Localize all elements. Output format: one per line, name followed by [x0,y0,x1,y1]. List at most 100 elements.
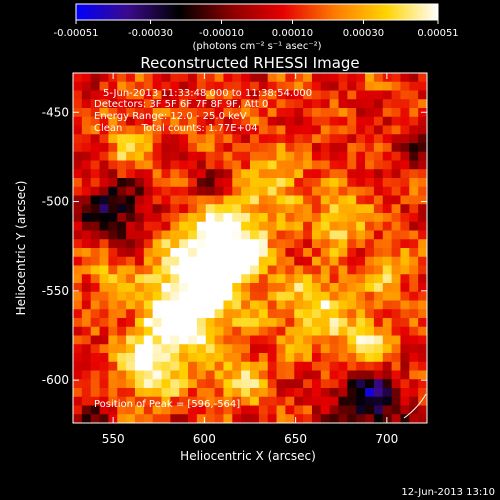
heatmap-cell [258,230,269,240]
heatmap-cell [108,134,118,144]
heatmap-cell [81,388,92,398]
heatmap-cell [382,318,393,328]
heatmap-cell [214,204,225,214]
heatmap-cell [108,274,118,284]
heatmap-cell [267,221,278,232]
heatmap-cell [294,221,304,232]
heatmap-cell [170,283,180,293]
heatmap-cell [170,370,180,380]
heatmap-cell [347,291,357,302]
heatmap-cell [126,344,136,354]
heatmap-cell [179,186,189,197]
heatmap-cell [196,414,207,423]
heatmap-cell [373,353,384,363]
heatmap-cell [99,204,109,214]
heatmap-cell [276,396,286,407]
heatmap-cell [170,169,180,179]
heatmap-cell [391,248,402,258]
heatmap-cell [81,361,92,372]
heatmap-cell [179,379,189,389]
heatmap-cell [143,90,154,100]
heatmap-cell [382,73,393,83]
heatmap-cell [143,274,154,284]
heatmap-cell [356,116,366,127]
heatmap-cell [400,405,410,415]
heatmap-cell [179,116,189,127]
heatmap-cell [205,283,216,293]
heatmap-cell [267,335,278,345]
heatmap-cell [99,108,109,118]
heatmap-cell [232,239,242,249]
heatmap-cell [365,248,375,258]
heatmap-cell [241,143,251,153]
heatmap-cell [161,221,171,232]
heatmap-cell [134,125,145,135]
heatmap-cell [134,204,145,214]
heatmap-cell [347,370,357,380]
heatmap-cell [391,134,402,144]
heatmap-cell [365,361,375,372]
heatmap-cell [391,274,402,284]
heatmap-cell [373,204,384,214]
heatmap-cell [117,160,127,170]
heatmap-cell [373,318,384,328]
heatmap-cell [418,73,427,83]
heatmap-cell [99,405,109,415]
heatmap-cell [143,370,154,380]
heatmap-cell [232,326,242,337]
heatmap-cell [232,169,242,179]
heatmap-cell [143,388,154,398]
annotation-detectors: Detectors: 3F 5F 6F 7F 8F 9F, Att 0 [94,99,268,110]
heatmap-cell [90,344,101,354]
heatmap-cell [126,291,136,302]
heatmap-cell [232,274,242,284]
heatmap-cell [90,90,101,100]
heatmap-cell [179,195,189,205]
heatmap-cell [108,291,118,302]
heatmap-cell [373,335,384,345]
heatmap-cell [250,309,260,319]
heatmap-cell [338,169,348,179]
heatmap-cell [134,309,145,319]
heatmap-cell [73,318,83,328]
heatmap-cell [214,300,225,310]
heatmap-cell [108,361,118,372]
heatmap-cell [143,379,154,389]
heatmap-cell [276,344,286,354]
heatmap-cell [152,125,163,135]
heatmap-cell [285,116,295,127]
heatmap-cell [303,108,313,118]
heatmap-cell [285,239,295,249]
heatmap-cell [196,239,207,249]
heatmap-cell [329,186,340,197]
heatmap-cell [267,379,278,389]
heatmap-cell [117,143,127,153]
heatmap-cell [73,186,83,197]
colorbar-ticks: -0.00051 -0.00030 -0.00010 0.00010 0.00030 0.… [54,20,459,39]
heatmap-cell [267,160,278,170]
chart-title: Reconstructed RHESSI Image [140,54,359,72]
heatmap-cell [241,73,251,83]
heatmap-cell [303,361,313,372]
heatmap-cell [179,134,189,144]
heatmap-cell [311,160,322,170]
heatmap-cell [99,125,109,135]
heatmap-cell [223,388,233,398]
heatmap-cell [258,265,269,275]
heatmap-cell [117,283,127,293]
heatmap-cell [152,169,163,179]
heatmap-cell [241,248,251,258]
heatmap-cell [126,221,136,232]
x-tick-label: 700 [375,432,398,446]
heatmap-cell [294,143,304,153]
heatmap-cell [205,73,216,83]
heatmap-cell [205,143,216,153]
heatmap-cell [409,230,419,240]
heatmap-cell [161,309,171,319]
heatmap-cell [205,108,216,118]
heatmap-cell [409,213,419,223]
heatmap-cell [409,344,419,354]
heatmap-cell [117,81,127,92]
heatmap-cell [365,396,375,407]
heatmap-cell [188,99,198,109]
